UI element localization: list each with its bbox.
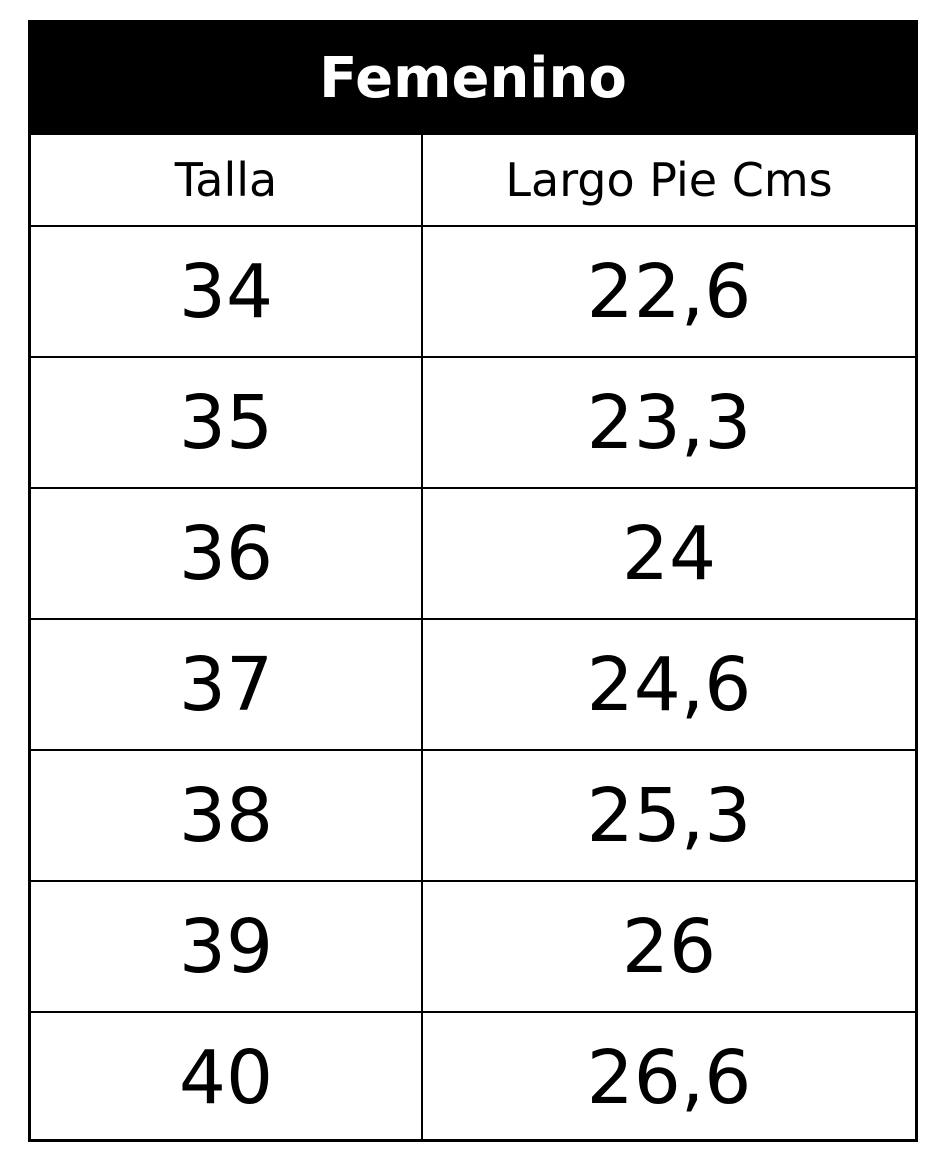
largo-pie-cell: 25,3 (586, 772, 752, 859)
largo-pie-cell: 24 (621, 510, 717, 597)
largo-pie-cell: 26,6 (586, 1034, 752, 1121)
table-row: 37 24,6 (31, 618, 915, 749)
table-title: Femenino (31, 23, 915, 133)
talla-cell: 37 (31, 620, 423, 749)
largo-pie-cell: 23,3 (586, 379, 752, 466)
talla-cell: 35 (31, 358, 423, 487)
header-row: Talla Largo Pie Cms (31, 133, 915, 225)
talla-cell: 34 (31, 227, 423, 356)
column-header-largo-pie: Largo Pie Cms (505, 153, 833, 207)
table-row: 35 23,3 (31, 356, 915, 487)
size-table: Femenino Talla Largo Pie Cms 34 22,6 35 23,… (28, 20, 918, 1142)
table-row: 34 22,6 (31, 225, 915, 356)
column-header-talla: Talla (31, 135, 423, 225)
table-row: 36 24 (31, 487, 915, 618)
largo-pie-cell: 26 (621, 903, 717, 990)
table-row: 40 26,6 (31, 1011, 915, 1142)
talla-cell: 39 (31, 882, 423, 1011)
largo-pie-cell: 22,6 (586, 248, 752, 335)
talla-cell: 36 (31, 489, 423, 618)
table-row: 39 26 (31, 880, 915, 1011)
talla-cell: 38 (31, 751, 423, 880)
largo-pie-cell: 24,6 (586, 641, 752, 728)
table-row: 38 25,3 (31, 749, 915, 880)
talla-cell: 40 (31, 1013, 423, 1142)
